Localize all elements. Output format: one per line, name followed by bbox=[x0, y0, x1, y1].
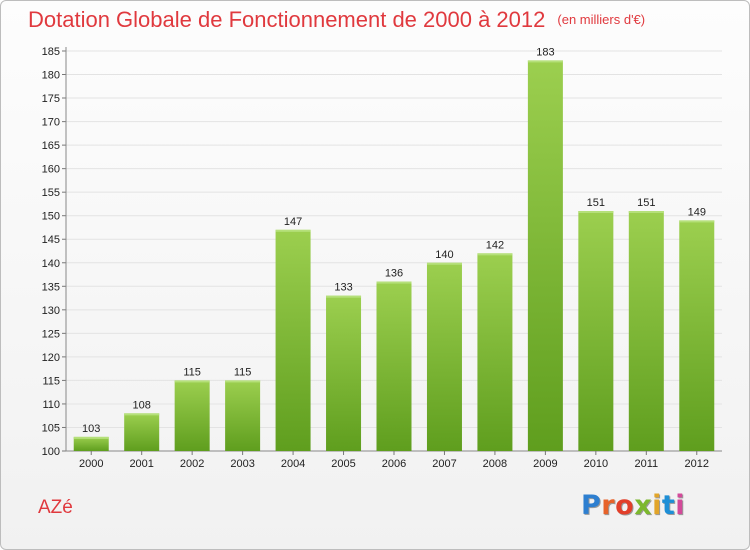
data-label: 103 bbox=[82, 423, 100, 435]
bar-highlight bbox=[426, 262, 462, 265]
bar-highlight bbox=[628, 211, 664, 213]
bar-2000 bbox=[73, 436, 109, 451]
bar-2007 bbox=[426, 262, 462, 451]
chart-title: Dotation Globale de Fonctionnement de 20… bbox=[28, 7, 645, 33]
data-label: 151 bbox=[587, 197, 605, 209]
bar-2010 bbox=[578, 211, 614, 451]
data-label: 151 bbox=[637, 197, 655, 209]
y-tick-label: 160 bbox=[42, 164, 60, 176]
bar-highlight bbox=[679, 220, 715, 223]
logo-letter: i bbox=[675, 490, 686, 521]
data-label: 115 bbox=[183, 366, 201, 378]
x-tick-label: 2000 bbox=[79, 458, 103, 470]
y-tick-label: 140 bbox=[42, 258, 60, 270]
x-tick-label: 2007 bbox=[432, 458, 456, 470]
data-label: 142 bbox=[486, 239, 504, 251]
logo-letter: x bbox=[634, 490, 653, 521]
x-tick-label: 2004 bbox=[281, 458, 305, 470]
bar-2001 bbox=[124, 413, 160, 451]
logo-letter: o bbox=[615, 490, 635, 521]
y-tick-label: 155 bbox=[42, 187, 60, 199]
x-tick-label: 2010 bbox=[584, 458, 608, 470]
data-label: 140 bbox=[435, 249, 453, 261]
x-tick-label: 2002 bbox=[180, 458, 204, 470]
data-label: 149 bbox=[688, 206, 706, 218]
data-label: 133 bbox=[334, 282, 352, 294]
y-tick-label: 185 bbox=[42, 46, 60, 58]
x-tick-label: 2003 bbox=[230, 458, 254, 470]
bar-highlight bbox=[174, 380, 210, 383]
data-label: 108 bbox=[133, 399, 151, 411]
logo-letter: r bbox=[601, 490, 616, 521]
y-tick-label: 105 bbox=[42, 422, 60, 434]
bar-highlight bbox=[73, 436, 109, 439]
data-label: 183 bbox=[536, 46, 554, 58]
y-tick-label: 125 bbox=[42, 328, 60, 340]
bar-highlight bbox=[376, 281, 412, 284]
bar-2009 bbox=[527, 60, 563, 451]
x-tick-label: 2005 bbox=[331, 458, 355, 470]
bar-2011 bbox=[628, 211, 664, 451]
place-name: AZé bbox=[38, 497, 73, 518]
bar-highlight bbox=[275, 229, 311, 232]
data-label: 147 bbox=[284, 216, 302, 228]
bar-2008 bbox=[477, 253, 513, 451]
y-tick-label: 150 bbox=[42, 211, 60, 223]
bar-2006 bbox=[376, 281, 412, 451]
y-tick-label: 165 bbox=[42, 140, 60, 152]
chart-title-text: Dotation Globale de Fonctionnement de 20… bbox=[28, 7, 546, 32]
bar-highlight bbox=[527, 60, 563, 63]
x-tick-label: 2008 bbox=[483, 458, 507, 470]
x-tick-label: 2011 bbox=[634, 458, 658, 470]
y-tick-label: 135 bbox=[42, 281, 60, 293]
bar-highlight bbox=[578, 211, 614, 213]
y-tick-label: 145 bbox=[42, 234, 60, 246]
chart-unit: (en milliers d'€) bbox=[557, 12, 646, 27]
y-tick-label: 100 bbox=[42, 446, 60, 458]
x-tick-label: 2009 bbox=[533, 458, 557, 470]
bar-highlight bbox=[477, 253, 513, 256]
logo-letter: i bbox=[652, 490, 662, 521]
y-tick-label: 120 bbox=[42, 352, 60, 364]
bar-2002 bbox=[174, 380, 210, 451]
y-tick-label: 130 bbox=[42, 305, 60, 317]
bar-highlight bbox=[124, 413, 160, 416]
bar-highlight bbox=[225, 380, 261, 383]
data-label: 136 bbox=[385, 268, 403, 280]
y-tick-label: 110 bbox=[42, 399, 60, 411]
proxiti-logo: Proxiti bbox=[581, 490, 685, 521]
logo-letter: t bbox=[661, 490, 676, 521]
y-tick-label: 115 bbox=[42, 375, 60, 387]
data-label: 115 bbox=[234, 366, 252, 378]
bar-2005 bbox=[326, 295, 362, 451]
y-tick-label: 170 bbox=[42, 117, 60, 129]
bar-highlight bbox=[326, 295, 362, 298]
y-tick-label: 175 bbox=[42, 93, 60, 105]
bar-2003 bbox=[225, 380, 261, 451]
x-tick-label: 2006 bbox=[382, 458, 406, 470]
bar-2012 bbox=[679, 220, 715, 451]
bar-2004 bbox=[275, 229, 311, 451]
x-tick-label: 2012 bbox=[685, 458, 709, 470]
x-tick-label: 2001 bbox=[129, 458, 153, 470]
y-tick-label: 180 bbox=[42, 70, 60, 82]
logo-letter: P bbox=[581, 490, 602, 521]
